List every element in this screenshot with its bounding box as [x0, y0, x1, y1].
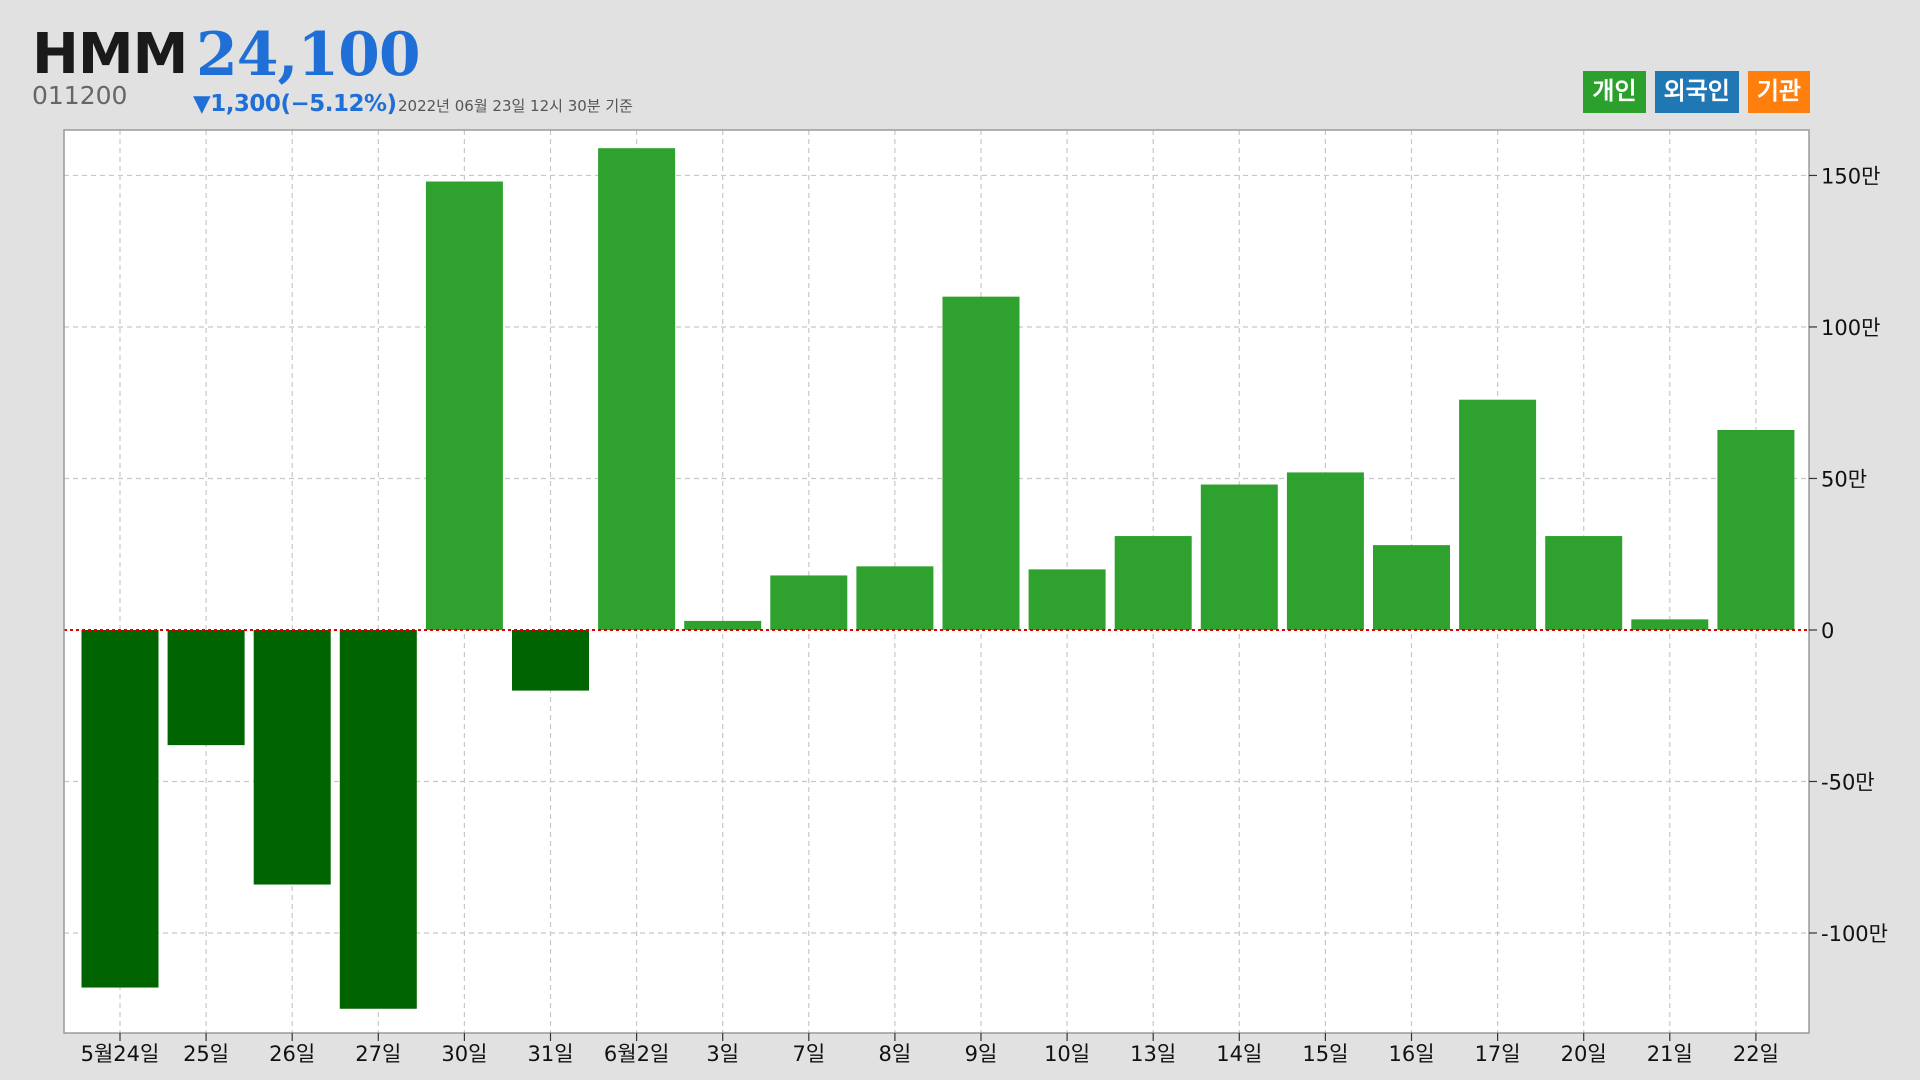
x-tick-label: 9일: [965, 1042, 998, 1066]
x-tick-label: 7일: [792, 1042, 825, 1066]
y-axis: 150만 100만 50만 0 -50만 -100만: [1809, 164, 1888, 946]
chart-header: HMM 24,100 011200 ▼1,300(−5.12%) 2022년 0…: [0, 0, 1920, 130]
x-tick-label: 10일: [1044, 1042, 1090, 1066]
x-tick-label: 8일: [879, 1042, 912, 1066]
x-tick-label: 17일: [1475, 1042, 1521, 1066]
bar: [1459, 399, 1537, 630]
bar: [598, 148, 676, 630]
x-axis: 5월24일 25일 26일 27일 30일 31일 6월2일 3일 7일 8일 9일 10일 13일 14…: [81, 1033, 1779, 1066]
x-tick-label: 21일: [1647, 1042, 1693, 1066]
x-tick-label: 31일: [527, 1042, 573, 1066]
stock-name: HMM: [32, 22, 188, 87]
x-tick-label: 26일: [269, 1042, 315, 1066]
y-tick-label: 150만: [1821, 164, 1880, 188]
x-tick-label: 3일: [706, 1042, 739, 1066]
bar: [253, 629, 331, 885]
bar: [167, 629, 245, 746]
x-tick-label: 16일: [1388, 1042, 1434, 1066]
y-tick-label: -100만: [1821, 922, 1888, 946]
bar: [1717, 429, 1795, 630]
stock-price: 24,100: [196, 20, 421, 90]
stock-timestamp: 2022년 06월 23일 12시 30분 기준: [398, 97, 633, 115]
bar: [770, 575, 848, 630]
x-tick-label: 27일: [355, 1042, 401, 1066]
bar: [1631, 619, 1709, 630]
investor-legend: 개인 외국인 기관: [1583, 71, 1810, 113]
bar: [1545, 536, 1623, 630]
y-tick-label: 100만: [1821, 316, 1880, 340]
bar: [942, 296, 1020, 630]
legend-institution[interactable]: 기관: [1747, 71, 1810, 113]
x-tick-label: 25일: [183, 1042, 229, 1066]
bar: [512, 629, 589, 691]
bar: [1286, 472, 1364, 630]
legend-foreign[interactable]: 외국인: [1654, 71, 1739, 113]
x-tick-label: 13일: [1130, 1042, 1176, 1066]
y-tick-label: 50만: [1821, 467, 1867, 491]
legend-individual[interactable]: 개인: [1583, 71, 1646, 113]
x-tick-label: 30일: [441, 1042, 487, 1066]
bar: [1200, 484, 1278, 630]
bar: [1028, 569, 1106, 630]
x-tick-label: 6월2일: [604, 1042, 669, 1066]
bar: [684, 620, 762, 630]
x-tick-label: 5월24일: [81, 1042, 160, 1066]
bar: [856, 566, 934, 630]
y-tick-label: 0: [1821, 619, 1834, 643]
bar: [1373, 545, 1450, 630]
stock-code: 011200: [32, 81, 128, 110]
bar: [81, 629, 159, 988]
plot-border: [63, 129, 1810, 1034]
bar: [339, 629, 417, 1009]
bar: [1114, 536, 1192, 630]
x-tick-label: 15일: [1302, 1042, 1348, 1066]
bars: [81, 148, 1795, 1009]
bar: [425, 181, 503, 630]
y-tick-label: -50만: [1821, 770, 1875, 794]
stock-change: ▼1,300(−5.12%): [193, 91, 397, 117]
x-tick-label: 20일: [1561, 1042, 1607, 1066]
x-tick-label: 14일: [1216, 1042, 1262, 1066]
x-tick-label: 22일: [1733, 1042, 1779, 1066]
